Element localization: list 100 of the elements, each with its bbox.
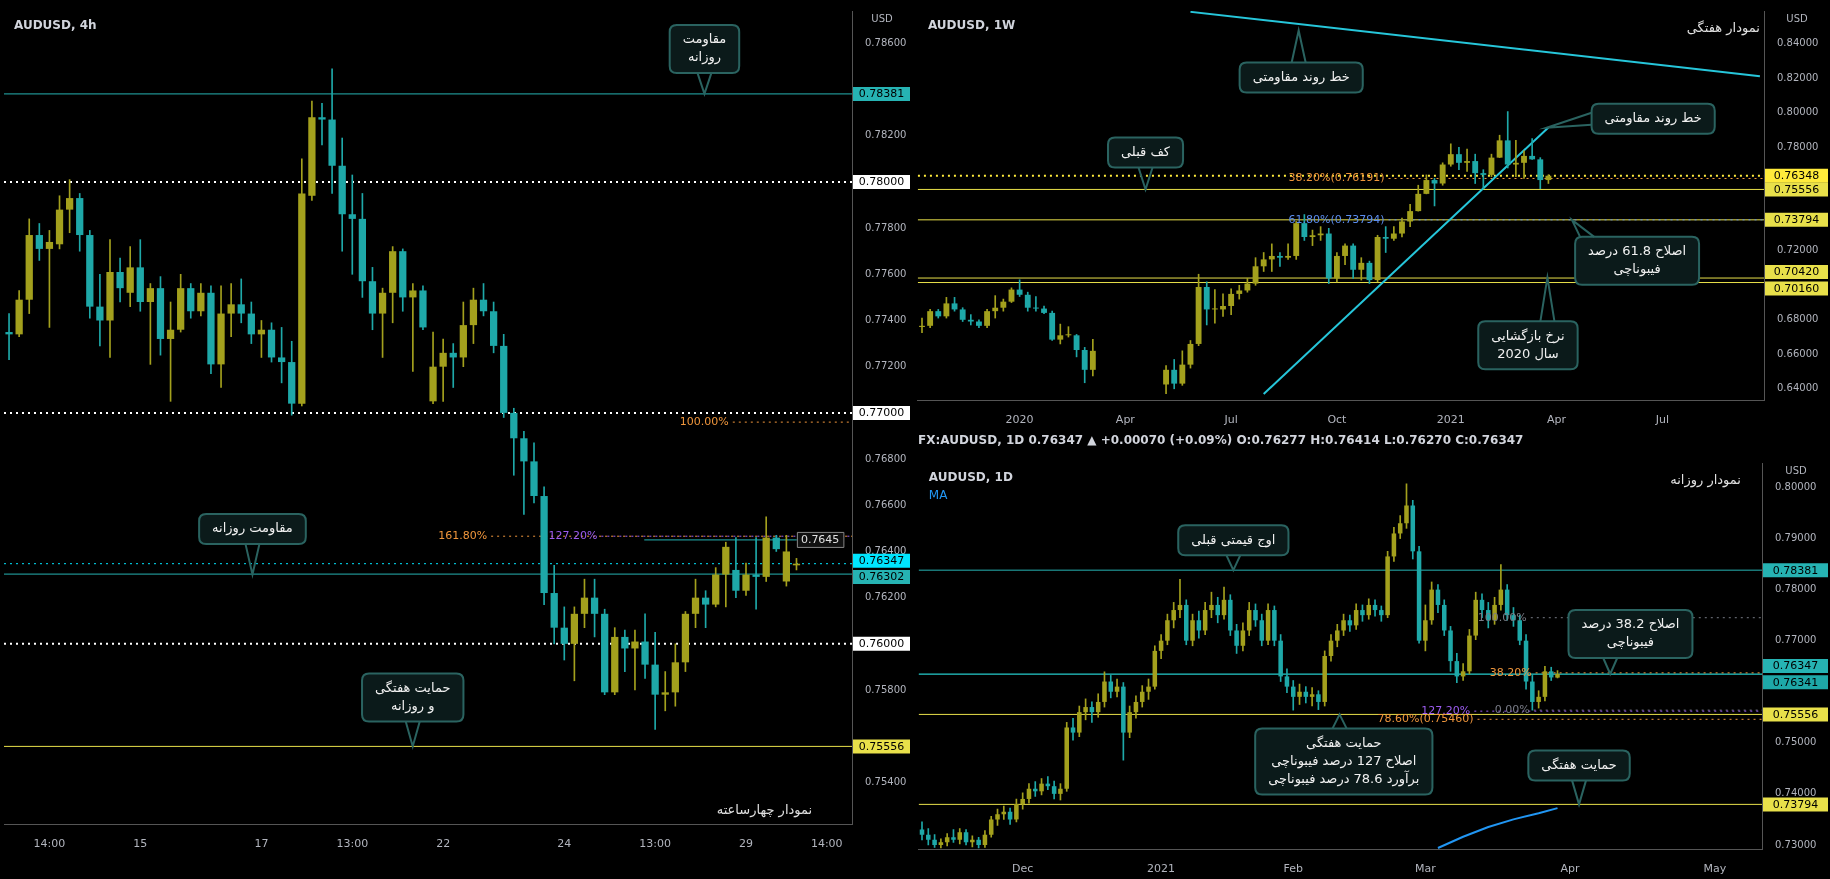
y-tick-label: 0.75800 — [865, 683, 907, 695]
annotation: اصلاح 61.8 درصد فیبوناچی — [1588, 243, 1687, 278]
x-tick-label: Jul — [1654, 413, 1669, 427]
y-tick-label: 0.66000 — [1777, 347, 1819, 359]
candlestick — [1529, 138, 1536, 160]
text: AUDUSD, 4h — [14, 18, 97, 33]
ref-line-label: 0.73794 — [1772, 797, 1819, 811]
x-tick-label: Jul — [1223, 413, 1238, 427]
text: AUDUSD, 1W — [927, 18, 1016, 33]
y-tick-label: 0.77600 — [865, 267, 907, 279]
x-tick-label: 13:00 — [336, 837, 369, 851]
ref-line-label: 0.76302 — [858, 570, 905, 584]
y-tick-label: 0.76800 — [865, 452, 907, 464]
x-tick-label: 29 — [739, 837, 753, 851]
y-tick-label: 0.75400 — [865, 776, 907, 788]
candlestick — [1220, 293, 1226, 317]
x-tick-label: Apr — [1547, 413, 1567, 427]
candlestick — [5, 313, 13, 361]
x-tick-label: 2021 — [1436, 413, 1465, 427]
x-tick-label: Apr — [1115, 413, 1136, 427]
ref-line-label: 0.78381 — [858, 87, 905, 101]
annotation: حمایت هفتگی اصلاح 127 درصد فیبوناچی برآورد 78.6 درصد فیبوناچی — [1268, 734, 1420, 787]
annotation: کف قبلی — [1120, 143, 1171, 159]
annotation: 161.80% — [438, 529, 488, 543]
annotation: خط روند مقاومتی — [1604, 110, 1702, 127]
text: AUDUSD, 1D — [928, 470, 1013, 485]
x-tick-label: Feb — [1283, 862, 1303, 876]
annotation: 100.00% — [679, 414, 729, 428]
y-axis-title: USD — [871, 12, 893, 24]
y-tick-label: 0.75000 — [1775, 736, 1817, 748]
y-tick-label: 0.77800 — [865, 221, 907, 233]
y-tick-label: 0.76400 — [865, 545, 907, 557]
candlestick — [227, 283, 235, 337]
x-tick-label: Mar — [1414, 862, 1437, 876]
x-tick-label: 22 — [436, 837, 451, 851]
x-tick-label: 24 — [557, 837, 572, 851]
y-tick-label: 0.78000 — [1775, 583, 1817, 595]
candlestick — [1285, 243, 1292, 260]
candlestick — [318, 103, 326, 146]
y-tick-label: 0.84000 — [1777, 37, 1819, 49]
annotation: اوج قیمتی قبلی — [1191, 531, 1276, 548]
ref-line-label: 0.70420 — [1773, 265, 1820, 279]
annotation: 127.20% — [548, 529, 598, 543]
candlestick — [96, 273, 104, 347]
y-tick-label: 0.77400 — [865, 314, 907, 326]
candlestick — [1309, 687, 1315, 707]
y-tick-label: 0.72000 — [1777, 244, 1819, 256]
annotation: حمایت هفتگی — [1541, 756, 1617, 772]
y-tick-label: 0.77000 — [1775, 634, 1817, 646]
y-tick-label: 0.78200 — [865, 129, 907, 141]
x-tick-label: May — [1703, 862, 1727, 876]
annotation: نمودار روزانه — [1670, 471, 1741, 488]
candlestick — [1211, 289, 1218, 324]
ref-line-label: 0.7645 — [800, 532, 840, 546]
y-tick-label: 0.77200 — [865, 360, 907, 372]
x-tick-label: 14:00 — [810, 837, 843, 851]
y-tick-label: 0.76600 — [865, 498, 907, 510]
x-tick-label: 2021 — [1147, 862, 1176, 876]
ref-line-label: 0.75556 — [1772, 707, 1819, 721]
ref-line-label: 0.76347 — [1772, 659, 1819, 673]
annotation: نرخ بازگشایی سال 2020 — [1491, 327, 1565, 361]
y-tick-label: 0.80000 — [1775, 481, 1817, 493]
y-axis-title: USD — [1786, 12, 1808, 24]
candlestick — [631, 629, 639, 691]
candlestick — [1382, 226, 1389, 253]
candlestick — [1464, 148, 1470, 172]
candlestick — [409, 283, 417, 372]
ref-line-label: 38.20%(0.76191) — [1288, 171, 1385, 185]
annotation: حمایت هفتگی و روزانه — [375, 679, 451, 714]
y-tick-label: 0.76200 — [865, 591, 907, 603]
candlestick — [992, 295, 999, 319]
x-tick-label: Oct — [1327, 413, 1348, 427]
candlestick — [1032, 296, 1039, 312]
candlestick — [1277, 252, 1283, 267]
annotation: نمودار چهارساعته — [716, 802, 813, 819]
ref-line-label: 0.75556 — [1773, 182, 1820, 196]
candlestick — [439, 338, 447, 402]
ref-line-label: 0.76347 — [858, 554, 905, 568]
candlestick — [661, 671, 669, 712]
candlestick — [1268, 243, 1275, 272]
candlestick — [1521, 150, 1527, 179]
chart-subtitle: FX:AUDUSD, 1D 0.76347 ▲ +0.00070 (+0.09%) O:0.76277 H:0.76414 L:0.76270 C:0.76347 — [918, 433, 1524, 448]
ref-line-label: 0.76341 — [1772, 675, 1819, 689]
ref-line-label: 0.75556 — [858, 739, 905, 753]
y-tick-label: 0.73000 — [1775, 838, 1817, 850]
x-tick-label: Dec — [1012, 862, 1034, 876]
y-tick-label: 0.78000 — [1777, 140, 1819, 152]
ref-line-label: 0.76348 — [1773, 169, 1820, 183]
annotation: نمودار هفتگی — [1686, 19, 1760, 36]
x-tick-label: 15 — [133, 837, 148, 851]
annotation: مقاومت روزانه — [212, 520, 293, 537]
x-tick-label: 13:00 — [639, 837, 671, 851]
text: MA — [928, 488, 949, 503]
x-tick-label: 2020 — [1005, 413, 1034, 427]
candlestick — [1512, 140, 1519, 177]
ref-line-label: 0.76000 — [858, 637, 905, 651]
y-tick-label: 0.74000 — [1775, 787, 1817, 799]
x-tick-label: 17 — [254, 837, 269, 851]
y-tick-label: 0.78600 — [865, 36, 907, 48]
candlestick — [237, 278, 245, 324]
